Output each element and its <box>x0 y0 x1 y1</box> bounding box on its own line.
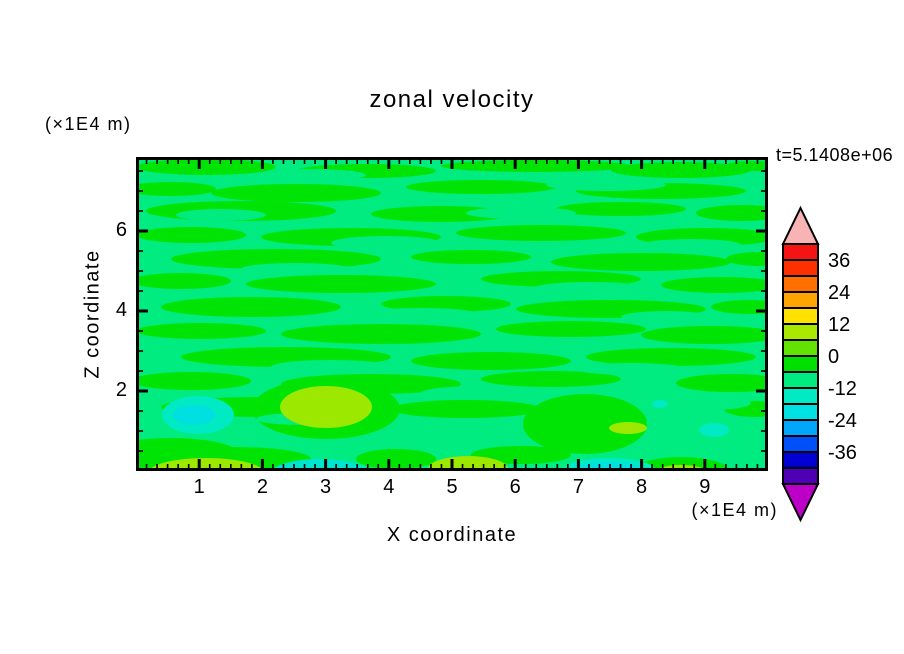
colorbar-label: -24 <box>828 410 857 432</box>
colorbar-under-arrow <box>781 483 820 523</box>
contour-feature-ygreen-sliver-x8 <box>609 422 647 434</box>
y-tick-label: 2 <box>115 379 127 401</box>
colorbar-cell <box>782 387 819 405</box>
colorbar-cell <box>782 291 819 309</box>
y-axis-tick-labels: 2 4 6 <box>84 157 127 471</box>
colorbar-label: -12 <box>828 378 857 400</box>
x-tick-label: 9 <box>699 476 711 498</box>
colorbar-cell <box>782 243 819 261</box>
colorbar-label: 24 <box>828 282 850 304</box>
y-tick-label: 4 <box>115 299 127 321</box>
colorbar-cell <box>782 403 819 421</box>
x-axis-title: X coordinate <box>386 524 518 546</box>
x-tick-label: 8 <box>636 476 648 498</box>
contour-feature-ygreen-blob-x3 <box>280 386 372 428</box>
colorbar-cell <box>782 371 819 389</box>
x-axis-tick-labels: 1 2 3 4 5 6 7 8 9 <box>136 476 768 500</box>
colorbar-cell <box>782 339 819 357</box>
contour-plot-area <box>136 157 768 471</box>
colorbar-cell <box>782 355 819 373</box>
colorbar-cell <box>782 451 819 469</box>
contour-feature-cyan-core-left <box>173 405 215 425</box>
time-annotation: t=5.1408e+06 <box>776 145 894 165</box>
colorbar-cell <box>782 435 819 453</box>
contour-feature-ygreen-band-x5 <box>428 456 508 471</box>
colorbar-cell <box>782 275 819 293</box>
colorbar-cell <box>782 419 819 437</box>
colorbar: 36 24 12 0 -12 -24 -36 <box>781 205 857 523</box>
colorbar-label: 12 <box>828 314 850 336</box>
x-tick-label: 5 <box>446 476 458 498</box>
colorbar-label: 36 <box>828 250 850 272</box>
x-tick-label: 3 <box>320 476 332 498</box>
colorbar-over-arrow <box>781 205 820 245</box>
x-tick-label: 6 <box>509 476 521 498</box>
colorbar-cell <box>782 259 819 277</box>
y-axis-title: Z coordinate <box>81 249 104 379</box>
colorbar-cell <box>782 323 819 341</box>
y-axis-units-label: (×1E4 m) <box>45 114 132 134</box>
colorbar-label: -36 <box>828 442 857 464</box>
x-tick-label: 4 <box>383 476 395 498</box>
x-axis-units-label: (×1E4 m) <box>691 500 778 520</box>
page-title: zonal velocity <box>369 86 535 113</box>
x-tick-label: 7 <box>572 476 584 498</box>
contour-feature-aqua-patch-x9 <box>699 423 729 437</box>
colorbar-label: 0 <box>828 346 839 368</box>
colorbar-cell <box>782 467 819 485</box>
x-tick-label: 2 <box>256 476 268 498</box>
contour-feature-aqua-dot-x8 <box>652 400 668 408</box>
colorbar-cell <box>782 307 819 325</box>
x-tick-label: 1 <box>193 476 205 498</box>
contour-feature-ygreen-band-x1 <box>148 458 264 471</box>
y-tick-label: 6 <box>115 219 127 241</box>
